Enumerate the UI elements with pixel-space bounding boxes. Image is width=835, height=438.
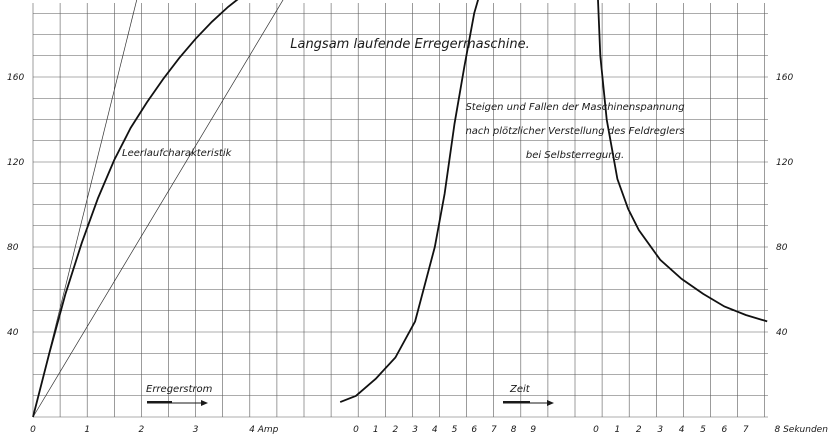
reference-line-2 <box>33 0 331 417</box>
series-line-steigen <box>340 0 596 402</box>
series-line-leerlaufcharakteristik <box>33 0 337 417</box>
y-tick-label-left: 160 <box>7 73 24 83</box>
x-tick-label-amp: 2 <box>139 425 145 435</box>
x-tick-label-rise: 0 <box>353 425 359 435</box>
x-tick-label-rise: 8 <box>511 425 517 435</box>
left-chart-title: Langsam laufende Erregermaschine. <box>290 37 530 52</box>
x-tick-label-fall: 6 <box>722 425 728 435</box>
y-tick-label-left: 40 <box>7 328 19 338</box>
x-tick-label-fall: 3 <box>657 425 663 435</box>
x-tick-label-amp: 4 Amp <box>249 425 279 435</box>
arrow-zeit <box>503 400 554 406</box>
x-tick-label-rise: 4 <box>432 425 438 435</box>
x-tick-label-fall: 5 <box>700 425 706 435</box>
right-chart-title-line-2: nach plötzlicher Verstellung des Feldreg… <box>465 126 684 137</box>
reference-line-1 <box>33 0 244 417</box>
x-tick-label-rise: 3 <box>412 425 418 435</box>
y-tick-label-right: 120 <box>776 158 793 168</box>
y-tick-label-left: 120 <box>7 158 24 168</box>
x-tick-label-amp: 0 <box>30 425 36 435</box>
x-tick-label-rise: 5 <box>452 425 458 435</box>
x-tick-label-fall: 0 <box>593 425 599 435</box>
right-chart-title-line-3: bei Selbsterregung. <box>526 150 624 161</box>
x-tick-label-amp: 3 <box>193 425 199 435</box>
x-tick-label-rise: 9 <box>530 425 536 435</box>
tick-labels: 0 1 2 3 4 Amp 0 1 2 3 4 5 6 7 8 9 0 1 2 3 4 5 6 7 8 Sekunden 40 8… <box>7 0 828 435</box>
x-tick-label-fall: 2 <box>636 425 642 435</box>
x-tick-label-rise: 2 <box>393 425 399 435</box>
arrow-erregerstrom <box>147 400 208 406</box>
x-tick-label-amp: 1 <box>84 425 90 435</box>
curve-label-leerlauf: Leerlaufcharakteristik <box>122 148 233 159</box>
x-tick-label-fall: 7 <box>743 425 749 435</box>
chart-marks <box>33 0 767 417</box>
x-tick-label-rise: 6 <box>471 425 477 435</box>
grid <box>33 3 768 417</box>
y-tick-label-right: 80 <box>776 243 788 253</box>
x-axis-label-zeit: Zeit <box>509 384 531 395</box>
x-tick-label-rise: 7 <box>491 425 497 435</box>
x-tick-label-fall: 8 Sekunden <box>774 425 828 435</box>
y-tick-label-right: 160 <box>776 73 793 83</box>
y-tick-label-right: 40 <box>776 328 788 338</box>
x-tick-label-fall: 1 <box>615 425 621 435</box>
x-tick-label-rise: 1 <box>373 425 379 435</box>
y-tick-label-left: 80 <box>7 243 19 253</box>
x-axis-label-erregerstrom: Erregerstrom <box>146 384 213 395</box>
right-chart-title-line-1: Steigen und Fallen der Maschinenspannung <box>465 102 684 113</box>
x-tick-label-fall: 4 <box>679 425 685 435</box>
